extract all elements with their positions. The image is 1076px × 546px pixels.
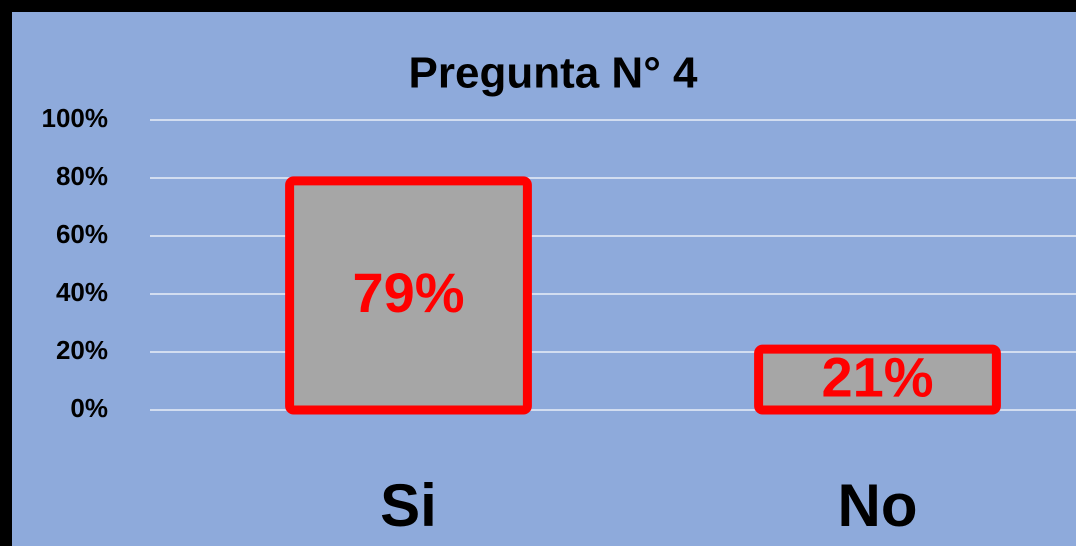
chart-title: Pregunta N° 4 (409, 49, 699, 98)
y-tick-label: 100% (42, 103, 109, 133)
y-tick-label: 40% (56, 277, 108, 307)
bar (754, 344, 1001, 415)
bar (285, 176, 532, 415)
y-tick-label: 60% (56, 219, 108, 249)
x-tick-label: Si (380, 472, 437, 539)
y-tick-label: 80% (56, 161, 108, 191)
data-label: 21% (821, 345, 933, 408)
y-tick-label: 0% (70, 393, 108, 423)
y-tick-label: 20% (56, 335, 108, 365)
data-label: 79% (352, 261, 464, 324)
x-tick-label: No (838, 472, 918, 539)
background (12, 12, 1076, 546)
